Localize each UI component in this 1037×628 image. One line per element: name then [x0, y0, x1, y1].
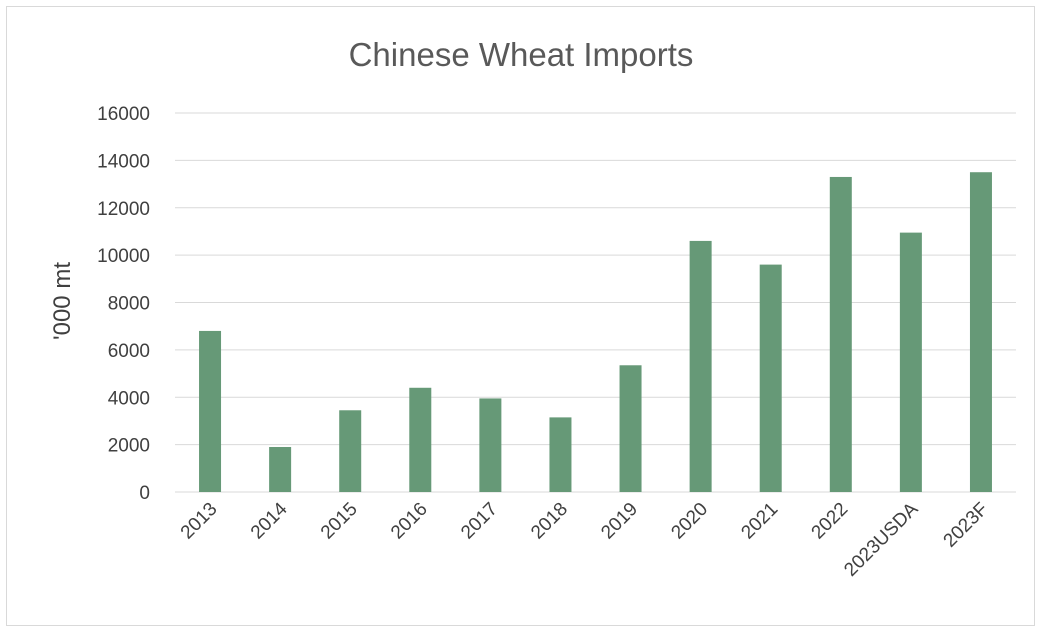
y-tick-label: 12000 — [97, 199, 150, 220]
bar-2013 — [199, 330, 222, 492]
x-tick-label: 2019 — [597, 499, 642, 544]
gridlines — [175, 112, 1016, 493]
x-tick-label: 2014 — [247, 498, 292, 543]
bar-2017 — [479, 398, 502, 492]
bar-2023f — [969, 172, 992, 492]
x-tick-label: 2021 — [737, 499, 782, 544]
x-tick-label: 2018 — [527, 499, 572, 544]
bar-2023usda — [899, 232, 922, 492]
y-tick-label: 10000 — [97, 246, 150, 267]
y-tick-label: 16000 — [97, 104, 150, 125]
y-tick-label: 4000 — [108, 388, 150, 409]
x-tick-label: 2023USDA — [840, 498, 922, 580]
bar-2020 — [689, 240, 712, 492]
y-tick-label: 8000 — [108, 294, 150, 315]
bar-2014 — [269, 446, 292, 492]
chart-area — [6, 6, 1035, 626]
x-tick-label: 2022 — [808, 499, 853, 544]
bar-2019 — [619, 365, 642, 492]
bar-2018 — [549, 417, 572, 492]
x-tick-label: 2023F — [940, 499, 993, 552]
y-tick-label: 2000 — [108, 436, 150, 457]
x-tick-label: 2013 — [177, 499, 222, 544]
chart-title: Chinese Wheat Imports — [349, 36, 694, 73]
y-axis-label: '000 mt — [49, 262, 76, 340]
bar-2021 — [759, 264, 782, 492]
y-tick-label: 6000 — [108, 341, 150, 362]
bar-2016 — [409, 387, 432, 492]
bars — [199, 172, 992, 493]
x-tick-labels: 2013 2014 2015 2016 2017 2018 2019 2020 2021 2022… — [177, 498, 993, 580]
bar-2015 — [339, 410, 362, 492]
x-tick-label: 2015 — [317, 499, 362, 544]
x-tick-label: 2016 — [387, 499, 432, 544]
y-tick-label: 14000 — [97, 151, 150, 172]
y-tick-labels: 0 2000 4000 6000 8000 10000 12000 14000 16000 — [97, 104, 150, 504]
x-tick-label: 2020 — [667, 499, 712, 544]
bar-2022 — [829, 176, 852, 493]
x-tick-label: 2017 — [457, 499, 502, 544]
y-tick-label: 0 — [139, 483, 150, 504]
